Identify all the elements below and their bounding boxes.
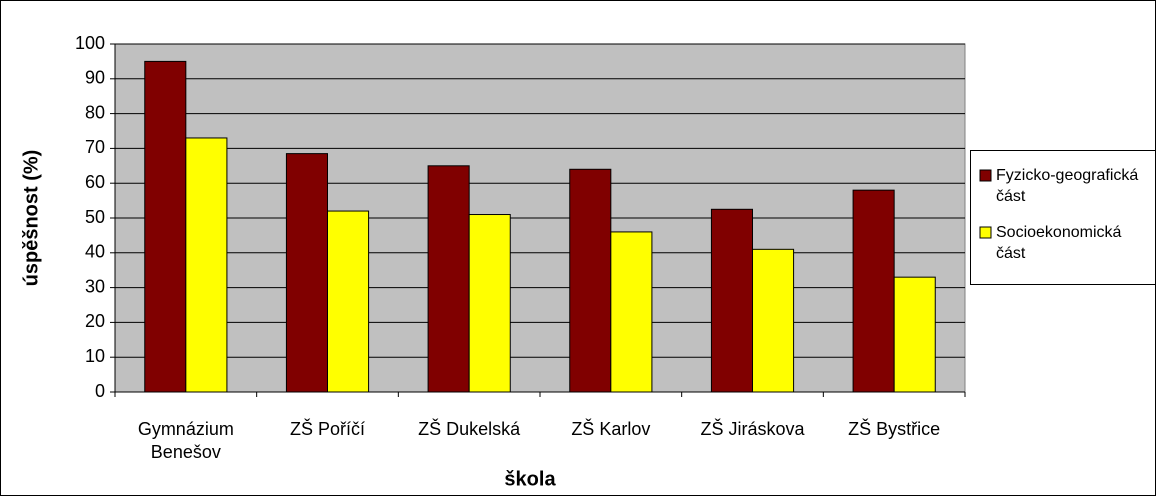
bar — [285, 153, 328, 393]
x-tick-label: ZŠ Bystřice — [848, 419, 941, 439]
y-axis-title: úspěšnost (%) — [20, 150, 42, 287]
y-tick-label: 80 — [85, 102, 105, 122]
y-tick-label: 60 — [85, 172, 105, 192]
x-tick-label: ZŠ Jiráskova — [700, 419, 805, 439]
bar — [569, 168, 612, 393]
bar — [327, 210, 370, 393]
bar — [468, 214, 511, 393]
bar — [185, 137, 228, 393]
x-tick-label: ZŠ Poříčí — [289, 419, 365, 439]
x-tick-label: ZŠ Dukelská — [418, 419, 521, 439]
legend-label: Fyzicko-geografická část — [996, 167, 1139, 205]
legend-label: Socioekonomická část — [996, 224, 1122, 262]
bar — [710, 208, 754, 393]
bar — [852, 189, 895, 393]
legend-swatch — [979, 226, 992, 239]
bar — [610, 231, 653, 393]
y-tick-label: 40 — [85, 242, 105, 262]
legend-swatch — [979, 169, 992, 182]
y-tick-label: 20 — [85, 311, 105, 331]
y-tick-label: 10 — [85, 346, 105, 366]
bar — [427, 165, 470, 393]
bar — [893, 276, 936, 393]
bar — [144, 60, 187, 393]
x-axis-title: škola — [504, 468, 556, 490]
legend-box — [970, 150, 1156, 285]
y-tick-label: 90 — [85, 68, 105, 88]
y-tick-label: 70 — [85, 137, 105, 157]
x-tick-label: Gymnázium Benešov — [137, 419, 234, 462]
y-tick-label: 50 — [85, 207, 105, 227]
bar — [752, 248, 795, 393]
x-tick-label: ZŠ Karlov — [571, 419, 651, 439]
y-tick-label: 30 — [85, 276, 105, 296]
y-tick-label: 0 — [95, 381, 105, 401]
y-tick-label: 100 — [75, 33, 105, 53]
